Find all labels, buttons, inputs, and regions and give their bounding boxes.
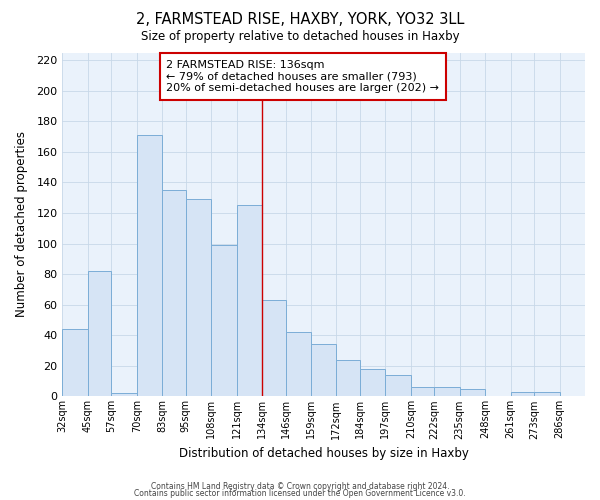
Bar <box>385 375 411 396</box>
Bar <box>286 332 311 396</box>
Bar <box>112 394 137 396</box>
Bar <box>460 388 485 396</box>
Bar <box>236 206 262 396</box>
Bar <box>137 135 162 396</box>
Bar <box>511 392 534 396</box>
X-axis label: Distribution of detached houses by size in Haxby: Distribution of detached houses by size … <box>179 447 469 460</box>
Bar <box>186 199 211 396</box>
Text: Size of property relative to detached houses in Haxby: Size of property relative to detached ho… <box>140 30 460 43</box>
Bar <box>62 329 88 396</box>
Bar <box>360 369 385 396</box>
Text: Contains HM Land Registry data © Crown copyright and database right 2024.: Contains HM Land Registry data © Crown c… <box>151 482 449 491</box>
Text: Contains public sector information licensed under the Open Government Licence v3: Contains public sector information licen… <box>134 489 466 498</box>
Bar <box>337 360 360 397</box>
Bar <box>411 387 434 396</box>
Bar <box>162 190 186 396</box>
Bar <box>434 387 460 396</box>
Text: 2, FARMSTEAD RISE, HAXBY, YORK, YO32 3LL: 2, FARMSTEAD RISE, HAXBY, YORK, YO32 3LL <box>136 12 464 28</box>
Bar <box>534 392 560 396</box>
Bar <box>262 300 286 396</box>
Text: 2 FARMSTEAD RISE: 136sqm
← 79% of detached houses are smaller (793)
20% of semi-: 2 FARMSTEAD RISE: 136sqm ← 79% of detach… <box>166 60 439 94</box>
Y-axis label: Number of detached properties: Number of detached properties <box>15 132 28 318</box>
Bar <box>311 344 337 397</box>
Bar <box>211 245 236 396</box>
Bar <box>88 271 112 396</box>
